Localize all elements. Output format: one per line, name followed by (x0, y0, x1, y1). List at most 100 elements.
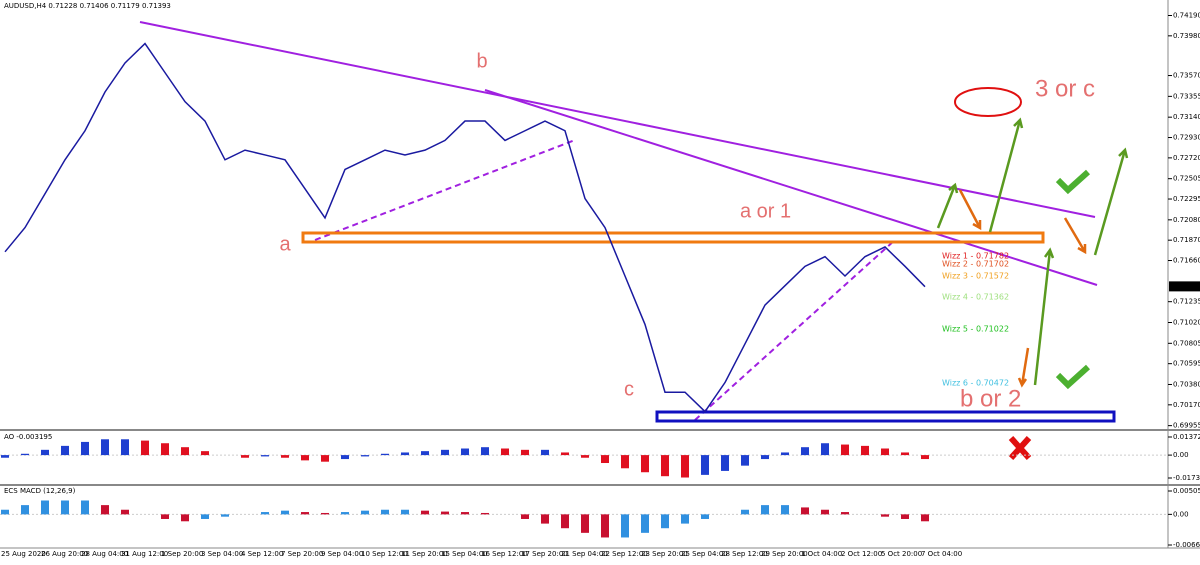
histogram-bar (261, 512, 269, 515)
histogram-bar (401, 452, 409, 456)
histogram-bar (281, 455, 289, 458)
histogram-bar (361, 510, 369, 515)
y-tick-label: 0.71235 (1173, 298, 1200, 306)
histogram-bar (561, 514, 569, 529)
arrow (1017, 347, 1030, 388)
x-tick-label: 7 Sep 20:00 (281, 550, 323, 558)
histogram-bar (261, 455, 269, 457)
histogram-bar (81, 441, 89, 456)
histogram-bar (341, 512, 349, 515)
x-tick-label: 26 Aug 20:00 (41, 550, 88, 558)
trend-line (139, 21, 1096, 218)
wizz-label: Wizz 3 - 0.71572 (942, 272, 1009, 281)
histogram-bar (461, 512, 469, 515)
y-tick-label: 0.72505 (1173, 175, 1200, 183)
histogram-bar (561, 452, 569, 456)
histogram-bar (661, 455, 669, 477)
histogram-bar (901, 514, 909, 519)
x-tick-label: 1 Sep 20:00 (161, 550, 203, 558)
histogram-bar (541, 514, 549, 524)
y-tick-label: 0.73570 (1173, 72, 1200, 80)
histogram-bar (801, 447, 809, 456)
x-tick-label: 15 Sep 04:00 (441, 550, 488, 558)
histogram-bar (901, 452, 909, 456)
histogram-bar (1, 509, 9, 515)
histogram-bar (581, 514, 589, 533)
x-tick-label: 10 Sep 12:00 (361, 550, 408, 558)
histogram-bar (61, 445, 69, 456)
histogram-bar (181, 447, 189, 456)
wave-label: c (624, 378, 634, 400)
histogram-bar (701, 514, 709, 519)
histogram-bar (181, 514, 189, 522)
y-tick-label: 0.00 (1173, 451, 1189, 459)
histogram-bar (241, 455, 249, 458)
histogram-bar (421, 510, 429, 515)
y-tick-label: 0.70595 (1173, 360, 1200, 368)
histogram-bar (121, 509, 129, 515)
x-tick-label: 29 Sep 20:00 (761, 550, 808, 558)
y-tick-label: 0.71660 (1173, 257, 1200, 265)
histogram-bar (621, 514, 629, 538)
y-tick-label: 0.72720 (1173, 154, 1200, 162)
histogram-bar (761, 455, 769, 460)
arrow (958, 189, 982, 231)
target-ellipse (954, 87, 1022, 117)
histogram-bar (921, 455, 929, 460)
histogram-bar (801, 507, 809, 515)
histogram-bar (441, 511, 449, 515)
histogram-bar (601, 455, 609, 464)
histogram-bar (101, 439, 109, 456)
trend-line (484, 89, 1098, 286)
last-price-box (1169, 281, 1200, 292)
wizz-label: Wizz 4 - 0.71362 (942, 293, 1009, 302)
x-tick-label: 2 Oct 12:00 (841, 550, 882, 558)
x-tick-label: 23 Sep 20:00 (641, 550, 688, 558)
y-tick-label: 0.72080 (1173, 216, 1200, 224)
histogram-bar (421, 451, 429, 456)
histogram-bar (741, 455, 749, 466)
histogram-bar (441, 449, 449, 456)
x-tick-label: 16 Sep 12:00 (481, 550, 528, 558)
histogram-bar (161, 443, 169, 456)
y-tick-label: 0.71870 (1173, 236, 1200, 244)
wizz-label: Wizz 2 - 0.71702 (942, 260, 1009, 269)
wave-label: a or 1 (740, 200, 791, 222)
x-tick-label: 11 Sep 20:00 (401, 550, 448, 558)
histogram-bar (521, 449, 529, 456)
x-tick-label: 22 Sep 12:00 (601, 550, 648, 558)
histogram-bar (121, 439, 129, 456)
wizz-label: Wizz 6 - 0.70472 (942, 379, 1009, 388)
arrow (936, 182, 959, 229)
histogram-bar (581, 455, 589, 458)
histogram-bar (881, 514, 889, 517)
wizz-label: Wizz 5 - 0.71022 (942, 325, 1009, 334)
arrow (988, 117, 1024, 233)
histogram-bar (301, 455, 309, 461)
histogram-bar (881, 448, 889, 456)
y-tick-label: 0.00 (1173, 510, 1189, 518)
macd-title: ECS MACD (12,26,9) (4, 487, 76, 495)
histogram-bar (301, 512, 309, 515)
wave-label: a (279, 233, 291, 255)
histogram-bar (21, 505, 29, 515)
price-line (4, 42, 926, 413)
arrow (1033, 247, 1055, 386)
y-tick-label: 0.72930 (1173, 134, 1200, 142)
symbol-header: AUDUSD,H4 0.71228 0.71406 0.71179 0.7139… (4, 2, 171, 10)
y-tick-label: 0.74190 (1173, 11, 1200, 19)
check-mark (1055, 169, 1091, 195)
y-tick-label: 0.73140 (1173, 113, 1200, 121)
y-tick-label: 0.73355 (1173, 92, 1200, 100)
y-tick-label: -0.017367 (1173, 474, 1200, 482)
y-tick-label: 0.70805 (1173, 339, 1200, 347)
histogram-bar (341, 455, 349, 460)
x-tick-label: 17 Sep 20:00 (521, 550, 568, 558)
histogram-bar (101, 505, 109, 515)
histogram-bar (841, 512, 849, 515)
y-tick-label: 0.013724 (1173, 433, 1200, 441)
x-tick-label: 3 Sep 04:00 (201, 550, 243, 558)
trend-line (314, 139, 576, 241)
histogram-bar (921, 514, 929, 522)
